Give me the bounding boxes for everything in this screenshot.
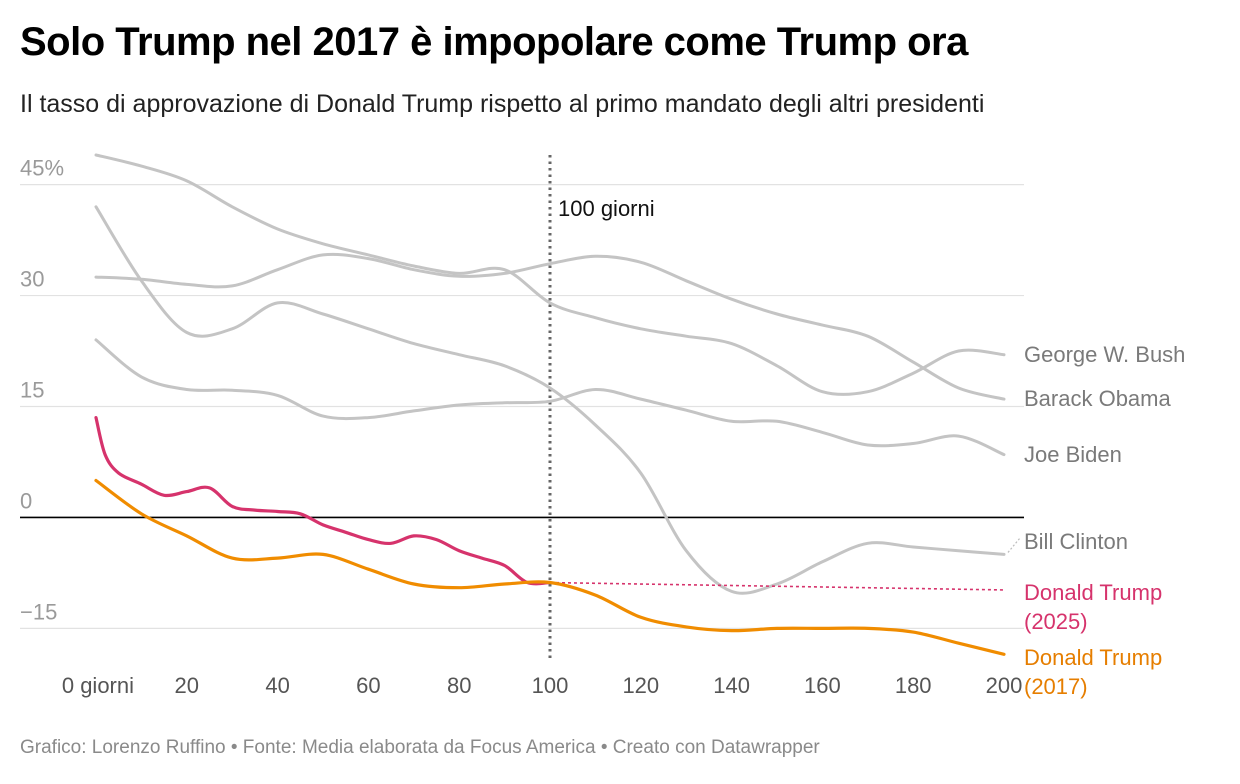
x-tick-label: 160: [804, 673, 841, 698]
series-label-line: Joe Biden: [1024, 442, 1122, 467]
series-label-bill-clinton: Bill Clinton: [1024, 529, 1128, 554]
x-tick-label: 140: [713, 673, 750, 698]
annotation-label-100-days: 100 giorni: [558, 196, 655, 221]
series-label-donald-trump-2017: Donald Trump (2017): [1024, 645, 1162, 699]
x-tick-label: 20: [175, 673, 199, 698]
x-tick-label: 80: [447, 673, 471, 698]
y-tick-label: 0: [20, 488, 32, 513]
series-label-line: Barack Obama: [1024, 386, 1171, 411]
x-tick-label: 180: [895, 673, 932, 698]
series-line-joe-biden: [94, 338, 1006, 457]
series-line-donald-trump-2025: [94, 416, 552, 586]
y-tick-label: 30: [20, 267, 44, 292]
series-label-line: (2017): [1024, 674, 1088, 699]
x-tick-label: 200: [986, 673, 1023, 698]
series-label-line: George W. Bush: [1024, 342, 1185, 367]
series-label-donald-trump-2025: Donald Trump (2025): [1024, 580, 1162, 634]
series-label-barack-obama: Barack Obama: [1024, 386, 1171, 411]
x-tick-label: 120: [622, 673, 659, 698]
x-tick-label: 100: [532, 673, 569, 698]
series-label-line: (2025): [1024, 609, 1088, 634]
series-label-line: Donald Trump: [1024, 645, 1162, 670]
grid-lines: [20, 183, 1024, 630]
series-lines: [94, 153, 1006, 656]
series-projection-donald-trump-2025: [549, 581, 1005, 591]
y-tick-label: 15: [20, 378, 44, 403]
series-label-line: Donald Trump: [1024, 580, 1162, 605]
x-tick-label: 60: [356, 673, 380, 698]
series-label-joe-biden: Joe Biden: [1024, 442, 1122, 467]
y-tick-label: 45%: [20, 156, 64, 181]
annotations: 100 giorni: [548, 155, 655, 662]
x-axis-ticks: 0 giorni 20 40 60 80 100 120 140 160 180 200: [62, 673, 1023, 698]
series-labels: George W. Bush Barack Obama Joe Biden Bill …: [1007, 342, 1185, 699]
series-label-connector: [1007, 537, 1021, 553]
y-tick-label: −15: [20, 599, 57, 624]
series-line-bill-clinton: [94, 205, 1006, 595]
y-axis-ticks: 45% 30 15 0 −15: [20, 156, 64, 625]
series-label-line: Bill Clinton: [1024, 529, 1128, 554]
x-tick-label: 40: [265, 673, 289, 698]
series-line-george-w-bush: [94, 252, 1006, 401]
series-line-donald-trump-2017: [94, 478, 1006, 656]
chart-title: Solo Trump nel 2017 è impopolare come Tr…: [20, 20, 968, 64]
chart-credit: Grafico: Lorenzo Ruffino • Fonte: Media …: [20, 737, 820, 758]
series-label-george-w-bush: George W. Bush: [1024, 342, 1185, 367]
chart-subtitle: Il tasso di approvazione di Donald Trump…: [20, 90, 985, 118]
x-tick-label: 0 giorni: [62, 673, 134, 698]
series-line-barack-obama: [94, 153, 1006, 396]
